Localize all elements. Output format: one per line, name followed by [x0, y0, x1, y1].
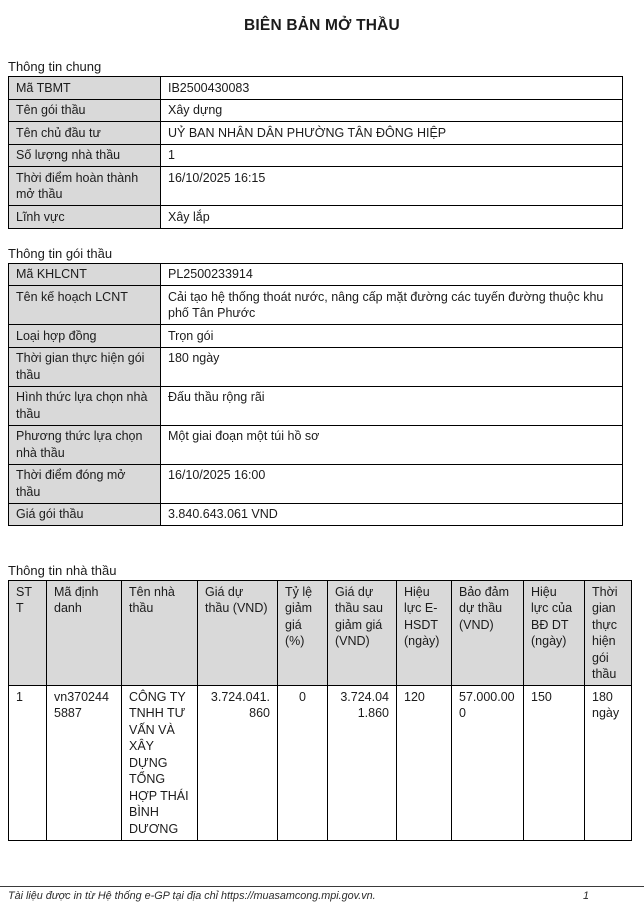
row-value: 180 ngày [160, 346, 623, 387]
row-value: Cải tạo hệ thống thoát nước, nâng cấp mặ… [160, 285, 623, 325]
contractor-header-row: STT Mã định danh Tên nhà thầu Giá dự thầ… [8, 580, 632, 686]
cell-thoi-gian-thuc-hien: 180 ngày [584, 685, 632, 841]
row-label: Mã TBMT [8, 76, 161, 100]
cell-ty-le-giam-gia: 0 [277, 685, 328, 841]
row-value: Xây dựng [160, 98, 623, 122]
cell-hieu-luc-ehsdt: 120 [396, 685, 452, 841]
column-header-ma-dinh-danh: Mã định danh [46, 580, 122, 686]
package-info-table: Mã KHLCNT PL2500233914 Tên kế hoạch LCNT… [8, 262, 623, 527]
table-row: Phương thức lựa chọn nhà thầu Một giai đ… [8, 424, 623, 465]
row-label: Phương thức lựa chọn nhà thầu [8, 424, 161, 465]
page-number: 1 [582, 890, 589, 902]
column-header-hieu-luc-bddt: Hiệu lực của BĐ DT (ngày) [523, 580, 585, 686]
table-row: Lĩnh vực Xây lắp [8, 205, 623, 229]
page-footer: Tài liệu được in từ Hệ thống e-GP tại đị… [0, 886, 644, 902]
column-header-bao-dam-du-thau: Bảo đảm dự thầu (VND) [451, 580, 524, 686]
row-value: 16/10/2025 16:15 [160, 166, 623, 206]
row-label: Thời gian thực hiện gói thầu [8, 346, 161, 387]
table-row: Tên kế hoạch LCNT Cải tạo hệ thống thoát… [8, 285, 623, 325]
row-label: Tên chủ đầu tư [8, 121, 161, 145]
row-value: 1 [160, 143, 623, 167]
row-value: IB2500430083 [160, 76, 623, 100]
table-row: Số lượng nhà thầu 1 [8, 143, 623, 167]
cell-gia-du-thau: 3.724.041.860 [197, 685, 278, 841]
table-row: Mã KHLCNT PL2500233914 [8, 262, 623, 286]
row-label: Hình thức lựa chọn nhà thầu [8, 385, 161, 426]
row-label: Tên kế hoạch LCNT [8, 285, 161, 325]
cell-hieu-luc-bddt: 150 [523, 685, 585, 841]
contractor-table: STT Mã định danh Tên nhà thầu Giá dự thầ… [8, 580, 632, 841]
row-label: Lĩnh vực [8, 205, 161, 229]
section-heading-general: Thông tin chung [8, 59, 102, 74]
cell-stt: 1 [8, 685, 47, 841]
table-row: Loại hợp đồng Trọn gói [8, 324, 623, 348]
table-row: Tên chủ đầu tư UỶ BAN NHÂN DÂN PHƯỜNG TÂ… [8, 121, 623, 145]
row-value: Trọn gói [160, 324, 623, 348]
table-row: Thời gian thực hiện gói thầu 180 ngày [8, 346, 623, 387]
cell-ma-dinh-danh: vn3702445887 [46, 685, 122, 841]
section-heading-contractor: Thông tin nhà thầu [8, 563, 117, 578]
document-page: BIÊN BẢN MỞ THẦU Thông tin chung Mã TBMT… [8, 17, 632, 841]
cell-bao-dam-du-thau: 57.000.000 [451, 685, 524, 841]
row-value: PL2500233914 [160, 262, 623, 286]
row-label: Mã KHLCNT [8, 262, 161, 286]
cell-ten-nha-thau: CÔNG TY TNHH TƯ VẤN VÀ XÂY DỰNG TỔNG HỢP… [121, 685, 198, 841]
table-row: Thời điểm hoàn thành mở thầu 16/10/2025 … [8, 166, 623, 206]
footer-source-note: Tài liệu được in từ Hệ thống e-GP tại đị… [8, 890, 376, 902]
column-header-gia-sau-giam-gia: Giá dự thầu sau giảm giá (VND) [327, 580, 397, 686]
row-value: 16/10/2025 16:00 [160, 463, 623, 504]
column-header-ten-nha-thau: Tên nhà thầu [121, 580, 198, 686]
table-row: Thời điểm đóng mở thầu 16/10/2025 16:00 [8, 463, 623, 504]
table-row: Mã TBMT IB2500430083 [8, 76, 623, 100]
column-header-stt: STT [8, 580, 47, 686]
row-value: 3.840.643.061 VND [160, 502, 623, 526]
page-title: BIÊN BẢN MỞ THẦU [244, 17, 400, 34]
row-value: Xây lắp [160, 205, 623, 229]
column-header-thoi-gian-thuc-hien: Thời gian thực hiện gói thầu [584, 580, 632, 686]
column-header-hieu-luc-ehsdt: Hiệu lực E-HSDT (ngày) [396, 580, 452, 686]
row-label: Loại hợp đồng [8, 324, 161, 348]
row-value: Đấu thầu rộng rãi [160, 385, 623, 426]
table-row: Giá gói thầu 3.840.643.061 VND [8, 502, 623, 526]
contractor-row: 1 vn3702445887 CÔNG TY TNHH TƯ VẤN VÀ XÂ… [8, 685, 632, 841]
row-label: Thời điểm hoàn thành mở thầu [8, 166, 161, 206]
general-info-table: Mã TBMT IB2500430083 Tên gói thầu Xây dự… [8, 76, 623, 229]
row-value: Một giai đoạn một túi hồ sơ [160, 424, 623, 465]
row-label: Thời điểm đóng mở thầu [8, 463, 161, 504]
table-row: Tên gói thầu Xây dựng [8, 98, 623, 122]
section-heading-package: Thông tin gói thầu [8, 245, 113, 261]
column-header-ty-le-giam-gia: Tỷ lệ giảm giá (%) [277, 580, 328, 686]
row-label: Tên gói thầu [8, 98, 161, 122]
cell-gia-sau-giam-gia: 3.724.041.860 [327, 685, 397, 841]
table-row: Hình thức lựa chọn nhà thầu Đấu thầu rộn… [8, 385, 623, 426]
row-label: Số lượng nhà thầu [8, 143, 161, 167]
column-header-gia-du-thau: Giá dự thầu (VND) [197, 580, 278, 686]
row-value: UỶ BAN NHÂN DÂN PHƯỜNG TÂN ĐÔNG HIỆP [160, 121, 623, 145]
row-label: Giá gói thầu [8, 502, 161, 526]
